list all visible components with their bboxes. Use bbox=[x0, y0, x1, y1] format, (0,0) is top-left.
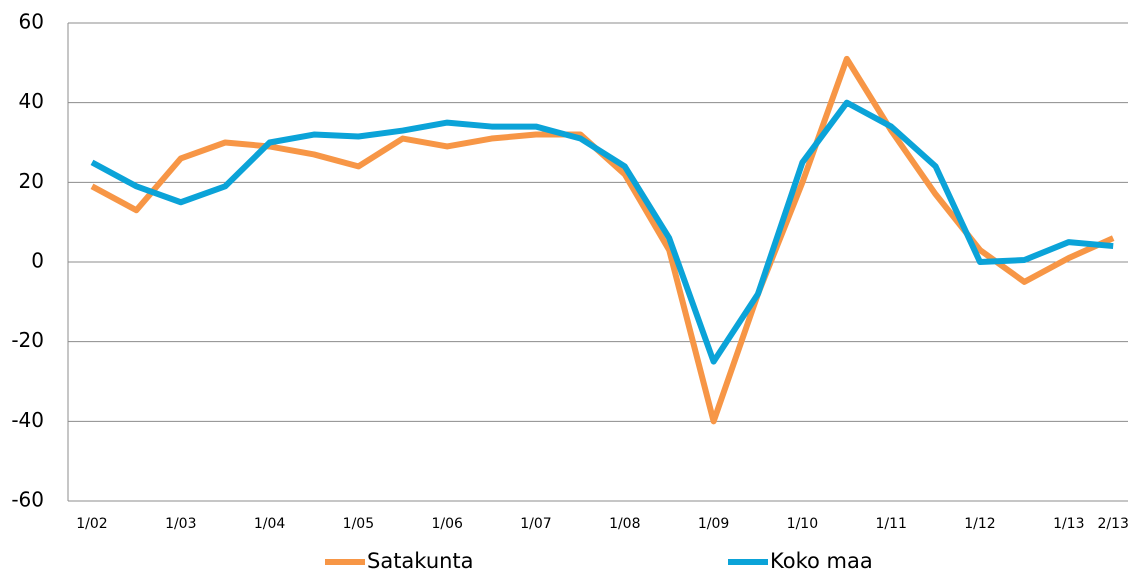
y-tick-label: -20 bbox=[11, 328, 44, 352]
y-tick-label: 20 bbox=[19, 169, 44, 193]
x-tick-label: 1/04 bbox=[254, 516, 286, 532]
line bbox=[90, 55, 1115, 425]
x-tick-label: 1/07 bbox=[520, 516, 551, 532]
y-tick-label: -40 bbox=[11, 408, 44, 432]
x-tick-label: 1/12 bbox=[964, 516, 995, 532]
x-tick-label: 1/05 bbox=[343, 516, 374, 532]
y-tick-label: 0 bbox=[31, 249, 44, 273]
line bbox=[90, 99, 1114, 365]
x-tick-label: 1/11 bbox=[875, 516, 906, 532]
y-tick-label: 60 bbox=[19, 10, 44, 34]
legend-label: Koko maa bbox=[770, 549, 873, 573]
y-tick-label: -60 bbox=[11, 488, 44, 512]
x-tick-label: 1/13 bbox=[1053, 516, 1084, 532]
x-tick-label: 1/06 bbox=[431, 516, 463, 532]
x-tick-label: 1/08 bbox=[609, 516, 640, 532]
x-tick-label: 1/02 bbox=[76, 516, 107, 532]
x-tick-label: 1/10 bbox=[787, 516, 818, 532]
y-tick-label: 40 bbox=[19, 89, 44, 113]
legend-label: Satakunta bbox=[367, 549, 474, 573]
x-tick-label: 1/09 bbox=[698, 516, 729, 532]
x-tick-label: 1/03 bbox=[165, 516, 196, 532]
x-tick-label: 2/13 bbox=[1097, 516, 1128, 532]
